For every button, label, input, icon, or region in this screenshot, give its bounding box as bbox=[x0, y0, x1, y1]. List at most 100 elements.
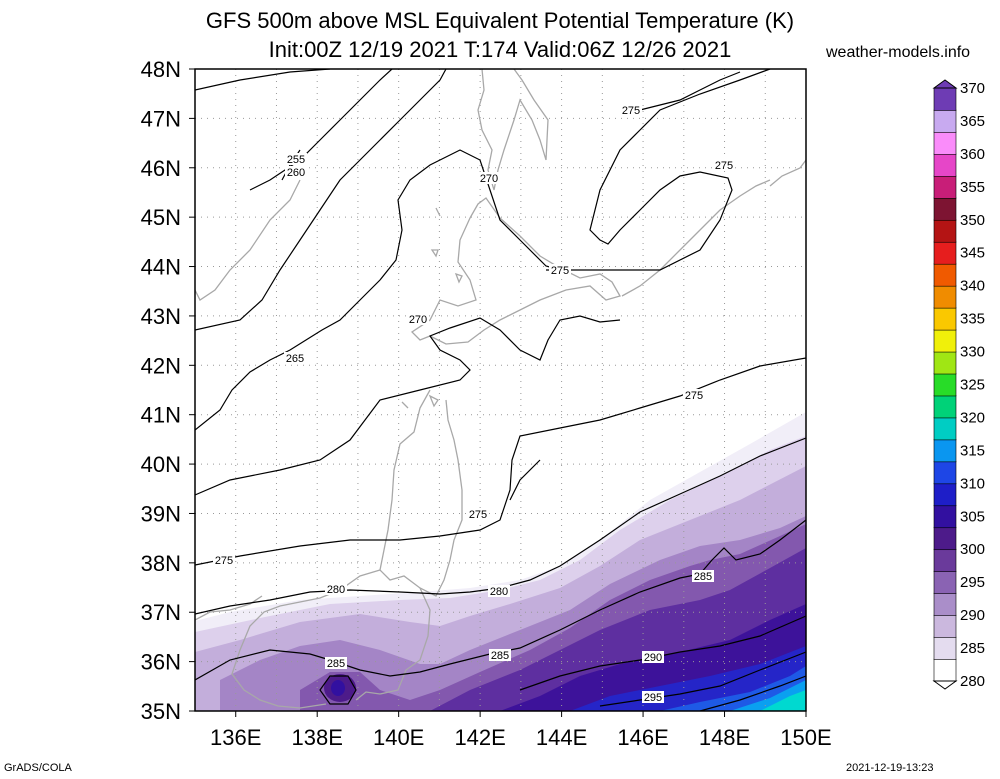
contour-270 bbox=[195, 315, 621, 496]
shade-band-11 bbox=[760, 690, 806, 711]
coastline-hokkaido bbox=[410, 197, 621, 345]
colorbar-swatch bbox=[933, 241, 957, 265]
contour-label: 285 bbox=[694, 571, 712, 583]
contour-label-group: 255 260 265 270 270 275 275 275 275 275 … bbox=[213, 104, 735, 704]
contour-275b bbox=[509, 459, 541, 501]
shade-blob-inner bbox=[331, 680, 345, 696]
colorbar-tick-label: 310 bbox=[960, 475, 985, 492]
lat-tick-label: 44N bbox=[141, 255, 181, 280]
theta-e-shading bbox=[195, 412, 806, 711]
contour-label: 290 bbox=[644, 652, 662, 664]
lon-tick-label: 136E bbox=[210, 725, 261, 750]
coastline-kuril bbox=[621, 159, 806, 297]
contour-265 bbox=[195, 69, 447, 331]
lat-tick-label: 43N bbox=[141, 304, 181, 329]
colorbar-tick-label: 300 bbox=[960, 541, 985, 558]
contour-label: 275 bbox=[685, 390, 703, 402]
colorbar-swatch bbox=[933, 417, 957, 441]
lon-tick-label: 140E bbox=[373, 725, 424, 750]
contour-275d bbox=[639, 71, 741, 111]
colorbar-tick-label: 330 bbox=[960, 344, 985, 361]
colorbar-tick-label: 360 bbox=[960, 146, 985, 163]
contour-label: 265 bbox=[286, 353, 304, 365]
lon-tick-label: 144E bbox=[536, 725, 587, 750]
colorbar-tick-label: 365 bbox=[960, 113, 985, 130]
colorbar-swatch bbox=[933, 614, 957, 638]
contour-label: 275 bbox=[622, 105, 640, 117]
colorbar-swatch bbox=[933, 131, 957, 155]
contour-label: 275 bbox=[551, 265, 569, 277]
colorbar-swatch bbox=[933, 548, 957, 572]
contour-label: 270 bbox=[480, 173, 498, 185]
map-subtitle: Init:00Z 12/19 2021 T:174 Valid:06Z 12/2… bbox=[268, 37, 732, 62]
colorbar-tick-label: 345 bbox=[960, 245, 985, 262]
colorbar-tick-label: 370 bbox=[960, 80, 985, 97]
lon-tick-label: 142E bbox=[454, 725, 505, 750]
colorbar-tick-label: 295 bbox=[960, 574, 985, 591]
colorbar-tick-label: 335 bbox=[960, 311, 985, 328]
lon-tick-label: 148E bbox=[699, 725, 750, 750]
colorbar-swatch bbox=[933, 351, 957, 375]
colorbar-tick-label: 325 bbox=[960, 377, 985, 394]
colorbar-swatch bbox=[933, 658, 957, 682]
contour-label: 275 bbox=[715, 160, 733, 172]
contour-285a bbox=[195, 519, 806, 681]
contour-label: 285 bbox=[327, 658, 345, 670]
colorbar-tick-label: 305 bbox=[960, 508, 985, 525]
colorbar-tick-label: 290 bbox=[960, 607, 985, 624]
colorbar-swatch bbox=[933, 285, 957, 309]
credit-label: weather-models.info bbox=[826, 44, 971, 61]
colorbar-tick-label: 285 bbox=[960, 640, 985, 657]
footer-timestamp: 2021-12-19-13:23 bbox=[846, 762, 934, 774]
contour-300 bbox=[699, 675, 806, 711]
contour-label: 280 bbox=[490, 586, 508, 598]
colorbar-swatch bbox=[933, 636, 957, 660]
lon-tick-label: 150E bbox=[780, 725, 831, 750]
colorbar-swatch bbox=[933, 263, 957, 287]
colorbar-swatch bbox=[933, 197, 957, 221]
colorbar-tick-label: 340 bbox=[960, 278, 985, 295]
colorbar-bottom-arrow bbox=[932, 680, 958, 690]
colorbar-swatch bbox=[933, 395, 957, 419]
lat-tick-label: 48N bbox=[141, 57, 181, 82]
colorbar-swatch bbox=[933, 483, 957, 507]
map-frame bbox=[194, 68, 807, 712]
colorbar-top-arrow bbox=[932, 79, 958, 89]
contour-295 bbox=[599, 651, 806, 707]
colorbar-swatch bbox=[933, 526, 957, 551]
lat-tick-label: 39N bbox=[141, 501, 181, 526]
contour-label: 275 bbox=[215, 555, 233, 567]
lat-tick-label: 46N bbox=[141, 156, 181, 181]
contour-265b bbox=[195, 149, 561, 431]
coastline-sakhalin bbox=[477, 69, 549, 191]
contour-label: 260 bbox=[287, 167, 305, 179]
contour-label: 295 bbox=[644, 692, 662, 704]
colorbar-swatch bbox=[933, 504, 957, 529]
contour-label: 280 bbox=[327, 584, 345, 596]
lat-tick-label: 41N bbox=[141, 403, 181, 428]
colorbar-swatch bbox=[933, 307, 957, 331]
longitude-axis: 136E 138E 140E 142E 144E 146E 148E 150E bbox=[210, 711, 832, 750]
contour-label: 275 bbox=[469, 509, 487, 521]
lat-tick-label: 42N bbox=[141, 353, 181, 378]
colorbar-swatch bbox=[933, 153, 957, 177]
colorbar: 280 285 290 295 300 305 310 315 320 325 330 335 340 3… bbox=[932, 79, 985, 690]
colorbar-swatch bbox=[933, 592, 957, 616]
colorbar-swatch bbox=[933, 570, 957, 594]
colorbar-swatch bbox=[933, 461, 957, 485]
colorbar-swatch bbox=[933, 439, 957, 463]
contour-285b bbox=[319, 675, 357, 705]
colorbar-tick-label: 320 bbox=[960, 409, 985, 426]
lon-tick-label: 138E bbox=[292, 725, 343, 750]
coastline-islets bbox=[401, 207, 463, 409]
colorbar-tick-label: 350 bbox=[960, 212, 985, 229]
contour-275c bbox=[546, 69, 771, 271]
contour-255 bbox=[195, 69, 331, 181]
coastline-mainland bbox=[195, 179, 301, 621]
latitude-axis: 48N 47N 46N 45N 44N 43N 42N 41N 40N 39N 38N 37N 36N 3… bbox=[141, 57, 195, 724]
colorbar-swatch bbox=[933, 109, 957, 133]
colorbar-tick-label: 280 bbox=[960, 673, 985, 690]
colorbar-swatch bbox=[933, 373, 957, 397]
lat-tick-label: 38N bbox=[141, 551, 181, 576]
